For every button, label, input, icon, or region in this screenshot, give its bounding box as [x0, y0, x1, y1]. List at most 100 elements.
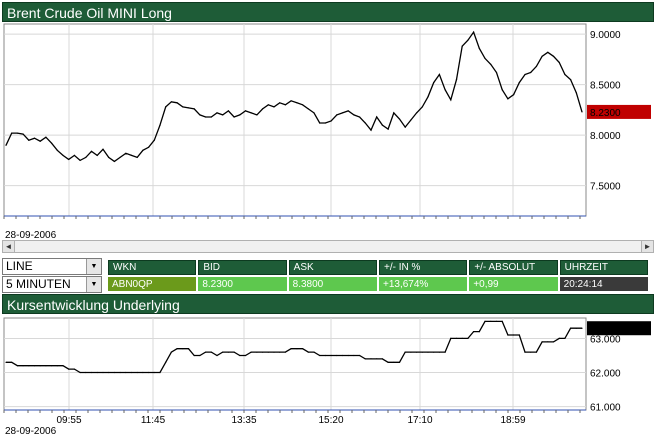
data-point	[216, 112, 218, 114]
data-point	[416, 112, 418, 114]
data-point	[518, 82, 520, 84]
y-tick-label: 8.5000	[590, 81, 621, 92]
data-point	[256, 114, 258, 116]
data-point	[159, 124, 161, 126]
quote-table: WKN BID ASK +/- IN % +/- ABSOLUT UHRZEIT…	[106, 258, 650, 293]
data-point	[142, 149, 144, 151]
data-point	[284, 351, 286, 353]
data-point	[85, 371, 87, 374]
data-point	[427, 351, 429, 353]
series-line	[5, 30, 583, 163]
scroll-left-icon[interactable]: ◄	[3, 241, 15, 252]
data-point	[530, 351, 532, 353]
header-time: UHRZEIT	[559, 260, 648, 275]
value-bid: 8.2300	[198, 277, 287, 291]
data-point	[319, 354, 321, 357]
data-point	[222, 114, 224, 116]
data-point	[438, 351, 440, 353]
plot-frame	[3, 23, 587, 217]
data-point	[187, 107, 190, 109]
data-point	[250, 112, 252, 114]
data-point	[421, 351, 423, 353]
data-point	[359, 354, 361, 357]
data-point	[187, 348, 190, 350]
value-ask: 8.3800	[288, 277, 377, 291]
data-point	[148, 146, 150, 148]
horizontal-scrollbar[interactable]: ◄ ►	[2, 240, 654, 253]
y-tick-label: 8.0000	[590, 131, 621, 142]
data-point	[370, 129, 372, 131]
data-point	[575, 327, 577, 329]
data-point	[73, 154, 75, 156]
data-point	[170, 101, 172, 103]
value-time: 20:24:14	[559, 277, 648, 291]
data-point	[193, 354, 195, 357]
data-point	[364, 358, 366, 360]
data-point	[381, 124, 383, 126]
data-point	[165, 361, 167, 363]
data-point	[581, 327, 583, 329]
data-point	[513, 94, 515, 96]
data-point	[501, 89, 503, 91]
data-point	[39, 140, 41, 142]
data-point	[244, 110, 247, 112]
data-point	[262, 351, 264, 353]
data-point	[262, 108, 264, 110]
data-point	[216, 354, 218, 357]
quote-value-row: ABN0QP 8.2300 8.3800 +13,674% +0,99 20:2…	[108, 277, 648, 291]
price-chart[interactable]: 9.0000 8.5000 8.0000 7.5000 09:55 11:45 13:35 1…	[0, 22, 660, 222]
data-point	[68, 368, 70, 370]
data-point	[341, 354, 344, 357]
data-point	[267, 351, 269, 353]
data-point	[541, 55, 543, 57]
data-point	[125, 152, 127, 154]
data-point	[273, 106, 275, 108]
data-point	[108, 156, 110, 158]
data-point	[193, 108, 195, 110]
data-point	[239, 354, 241, 357]
data-point	[16, 365, 18, 367]
data-point	[575, 92, 577, 94]
header-bid: BID	[198, 260, 287, 275]
data-point	[296, 348, 298, 350]
chart-date-label: 28-09-2006	[5, 230, 57, 241]
data-point	[324, 354, 326, 357]
data-point	[85, 156, 87, 158]
header-change-absolute: +/- ABSOLUT	[469, 260, 558, 275]
data-point	[79, 159, 81, 161]
data-point	[336, 354, 338, 357]
chevron-down-icon[interactable]: ▼	[86, 277, 101, 292]
data-point	[5, 361, 7, 363]
chart-type-select[interactable]: LINE ▼	[2, 258, 102, 275]
data-point	[552, 55, 555, 57]
scroll-right-icon[interactable]: ►	[641, 241, 653, 252]
data-point	[176, 102, 178, 104]
underlying-chart[interactable]: 63.000 62.000 61.000 09:55 11:45 13:35 15:20 17…	[0, 314, 660, 424]
data-point	[68, 158, 70, 160]
data-point	[347, 110, 349, 112]
data-point	[296, 102, 298, 104]
data-point	[22, 365, 24, 367]
data-point	[473, 31, 475, 33]
data-point	[552, 341, 555, 343]
value-change-percent: +13,674%	[378, 277, 468, 291]
interval-select[interactable]: 5 MINUTEN ▼	[2, 276, 102, 293]
data-point	[324, 122, 326, 124]
data-point	[176, 348, 178, 350]
data-point	[570, 327, 572, 329]
data-point	[227, 110, 229, 112]
data-point	[433, 82, 435, 84]
data-point	[302, 104, 304, 106]
data-point	[56, 365, 58, 367]
data-point	[450, 99, 452, 101]
data-point	[290, 100, 292, 102]
current-value-badge	[587, 104, 651, 119]
chevron-down-icon[interactable]: ▼	[86, 259, 101, 274]
x-tick-label: 13:35	[231, 415, 256, 424]
data-point	[130, 371, 133, 374]
data-point	[564, 337, 566, 339]
data-point	[438, 73, 440, 76]
data-point	[433, 351, 435, 353]
data-point	[62, 365, 64, 367]
data-point	[102, 371, 104, 374]
